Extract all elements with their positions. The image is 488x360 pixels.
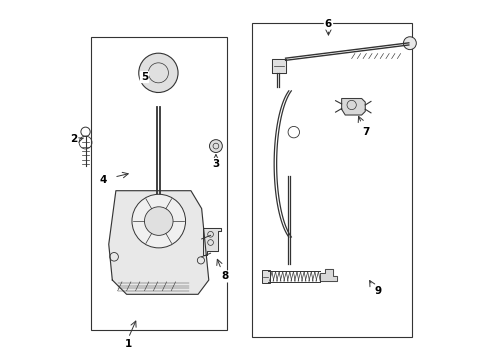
Circle shape <box>132 194 185 248</box>
Circle shape <box>139 53 178 93</box>
Text: 2: 2 <box>70 134 77 144</box>
Polygon shape <box>203 228 221 255</box>
Text: 1: 1 <box>124 339 132 348</box>
Circle shape <box>403 37 415 50</box>
Bar <box>91 37 226 330</box>
Text: 9: 9 <box>374 287 381 296</box>
Bar <box>251 23 411 337</box>
Text: 8: 8 <box>221 271 228 282</box>
Circle shape <box>144 207 173 235</box>
Text: 6: 6 <box>324 18 331 28</box>
Polygon shape <box>319 269 336 281</box>
Text: 7: 7 <box>362 127 369 137</box>
Polygon shape <box>272 59 285 73</box>
Polygon shape <box>108 191 208 294</box>
Text: 4: 4 <box>100 175 107 185</box>
Text: 5: 5 <box>141 72 148 82</box>
Circle shape <box>209 140 222 153</box>
Bar <box>261 270 269 283</box>
Polygon shape <box>341 99 365 115</box>
Text: 3: 3 <box>212 159 219 169</box>
